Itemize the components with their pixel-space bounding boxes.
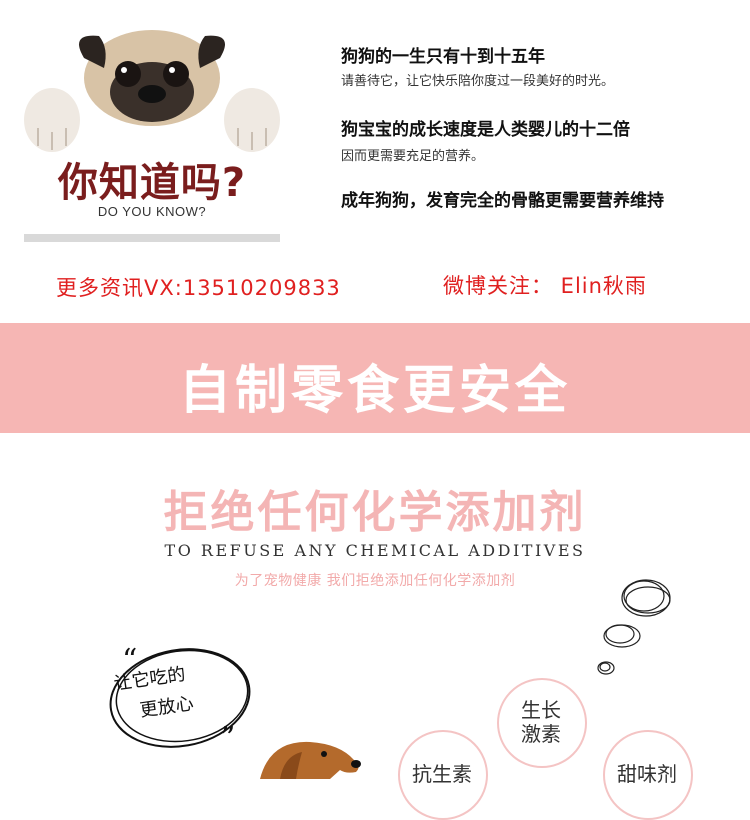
fact-heading-2: 狗宝宝的成长速度是人类婴儿的十二倍 — [341, 120, 630, 140]
section-english: TO REFUSE ANY CHEMICAL ADDITIVES — [164, 541, 586, 560]
fact-sub-1: 请善待它，让它快乐陪你度过一段美好的时光。 — [341, 74, 615, 89]
section-chinese: 为了宠物健康 我们拒绝添加任何化学添加剂 — [234, 573, 516, 589]
quote-bubble-icon: “ ” — [109, 643, 251, 756]
svg-text:”: ” — [220, 721, 235, 756]
dog-icon — [260, 741, 361, 779]
banner — [0, 323, 750, 433]
pug-card — [24, 28, 280, 244]
badge-antibiotic-label: 抗生素 — [412, 762, 472, 786]
section-title: 拒绝任何化学添加剂 — [163, 487, 587, 538]
card-title: 你知道吗? — [57, 160, 247, 206]
svg-text:“: “ — [122, 643, 137, 678]
badge-growth-hormone-label: 生长 激素 — [521, 698, 561, 746]
fact-heading-1: 狗狗的一生只有十到十五年 — [341, 47, 545, 67]
banner-text: 自制零食更安全 — [178, 361, 571, 421]
fact-heading-3: 成年狗狗，发育完全的骨骼更需要营养维持 — [341, 191, 664, 211]
pug-icon — [24, 30, 280, 242]
fact-sub-2: 因而更需要充足的营养。 — [341, 149, 485, 164]
scribble-icon — [597, 579, 671, 675]
badge-sweetener-label: 甜味剂 — [617, 762, 677, 786]
badge-growth-hormone — [497, 678, 587, 768]
card-subtitle: DO YOU KNOW? — [97, 204, 207, 219]
weibo-contact: 微博关注： Elin秋雨 — [443, 274, 647, 298]
wechat-contact: 更多资讯VX:13510209833 — [56, 276, 341, 300]
